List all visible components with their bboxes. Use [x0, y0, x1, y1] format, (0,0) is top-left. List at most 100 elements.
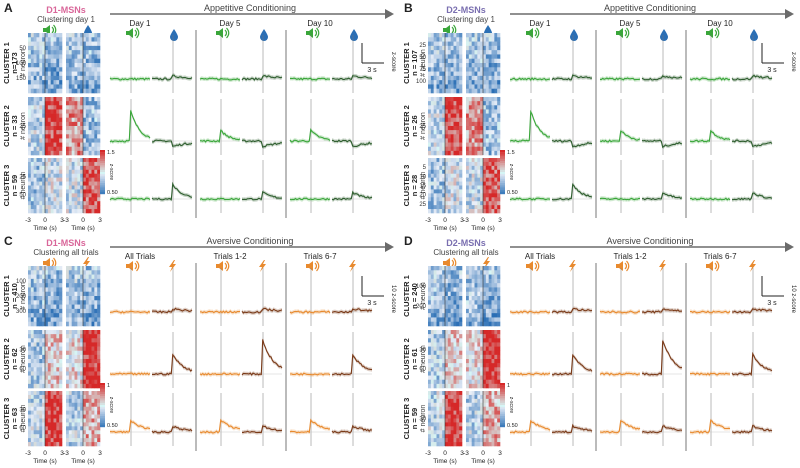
heatmap-cell	[459, 338, 463, 343]
heatmap-cell	[445, 189, 449, 194]
heatmap-cell	[488, 278, 492, 284]
heatmap-cell	[83, 58, 87, 64]
heatmap-cell	[497, 313, 501, 318]
heatmap-cell	[88, 185, 92, 190]
heatmap-cell	[491, 291, 495, 297]
heatmap-cell	[491, 359, 495, 364]
heatmap-cell	[459, 142, 463, 148]
heatmap-cell	[428, 278, 432, 284]
heatmap-cell	[45, 138, 49, 143]
heatmap-cell	[468, 54, 472, 60]
heatmap-cell	[471, 418, 475, 423]
heatmap-cell	[59, 54, 63, 60]
heatmap-cell	[488, 165, 492, 171]
heatmap-cell	[97, 105, 101, 110]
cell-type-title: D2-MSNs	[446, 238, 486, 248]
trace-line	[641, 139, 683, 149]
heatmap-cell	[66, 350, 70, 356]
heatmap-cell	[39, 201, 43, 206]
heatmap-cell	[497, 165, 501, 171]
heatmap-cell	[36, 41, 40, 47]
heatmap-cell	[456, 150, 460, 156]
heatmap-cell	[468, 169, 472, 175]
heatmap-cell	[53, 109, 57, 114]
heatmap-cell	[53, 300, 57, 305]
heatmap-cell	[445, 371, 449, 376]
heatmap-cell	[428, 313, 432, 318]
heatmap-cell	[53, 67, 57, 72]
heatmap-cell	[83, 270, 87, 275]
neuron-tick: 50	[19, 46, 26, 52]
heatmap-cell	[39, 317, 43, 323]
heatmap-cell	[80, 126, 84, 131]
heatmap-cell	[447, 278, 451, 284]
heatmap-cell	[485, 334, 489, 339]
heatmap-cell	[47, 426, 51, 431]
heatmap-cell	[39, 422, 43, 427]
heatmap-cell	[491, 158, 495, 163]
heatmap-cell	[97, 88, 101, 94]
heatmap-cell	[85, 354, 89, 360]
heatmap-cell	[59, 338, 63, 343]
heatmap-cell	[485, 169, 489, 175]
heatmap-cell	[74, 266, 78, 271]
heatmap-cell	[68, 121, 72, 127]
heatmap-cell	[56, 391, 60, 396]
heatmap-cell	[88, 80, 92, 85]
heatmap-cell	[466, 209, 470, 214]
heatmap-cell	[91, 406, 95, 411]
heatmap-cell	[459, 134, 463, 139]
heatmap-cell	[491, 161, 495, 167]
heatmap-cell	[494, 359, 498, 364]
heatmap-cell	[94, 442, 98, 447]
time-tick: -3	[25, 450, 31, 457]
heatmap-cell	[485, 105, 489, 110]
heatmap-cell	[42, 88, 46, 94]
heatmap-cell	[439, 346, 443, 352]
heatmap-cell	[94, 346, 98, 352]
heatmap-cell	[456, 274, 460, 280]
colorbar-cell	[100, 163, 105, 166]
heatmap-cell	[97, 308, 101, 314]
heatmap-cell	[471, 321, 475, 327]
heatmap-cell	[74, 121, 78, 127]
heatmap-cell	[59, 201, 63, 206]
heatmap-cell	[50, 406, 54, 411]
heatmap-cell	[453, 438, 457, 443]
heatmap-cell	[33, 165, 37, 171]
heatmap-cell	[50, 181, 54, 186]
heatmap-cell	[68, 342, 72, 347]
heatmap-cell	[488, 442, 492, 447]
heatmap-cell	[28, 58, 32, 64]
heatmap-cell	[433, 379, 437, 385]
heatmap-cell	[466, 165, 470, 171]
heatmap-cell	[68, 84, 72, 90]
heatmap-cell	[45, 97, 49, 102]
heatmap-cell	[39, 88, 43, 94]
heatmap-cell	[47, 121, 51, 127]
speaker-body	[43, 25, 50, 35]
heatmap-cell	[439, 54, 443, 60]
cluster-name: CLUSTER 1	[2, 275, 11, 317]
heatmap-cell	[442, 317, 446, 323]
heatmap-cell	[471, 391, 475, 396]
heatmap-cell	[39, 270, 43, 275]
heatmap-cell	[430, 371, 434, 376]
heatmap-cell	[494, 338, 498, 343]
heatmap-cell	[480, 50, 484, 55]
heatmap-cell	[36, 150, 40, 156]
heatmap-cell	[447, 117, 451, 123]
heatmap-cell	[28, 391, 32, 396]
heatmap-cell	[94, 121, 98, 127]
heatmap-cell	[77, 146, 81, 152]
heatmap-cell	[445, 197, 449, 202]
heatmap-cell	[439, 330, 443, 335]
heatmap-cell	[85, 278, 89, 284]
heatmap-cell	[85, 193, 89, 198]
heatmap-cell	[450, 169, 454, 175]
heatmap-cell	[447, 205, 451, 210]
heatmap-cell	[433, 300, 437, 305]
heatmap-cell	[468, 37, 472, 42]
heatmap-cell	[433, 209, 437, 214]
heatmap-cell	[47, 189, 51, 194]
